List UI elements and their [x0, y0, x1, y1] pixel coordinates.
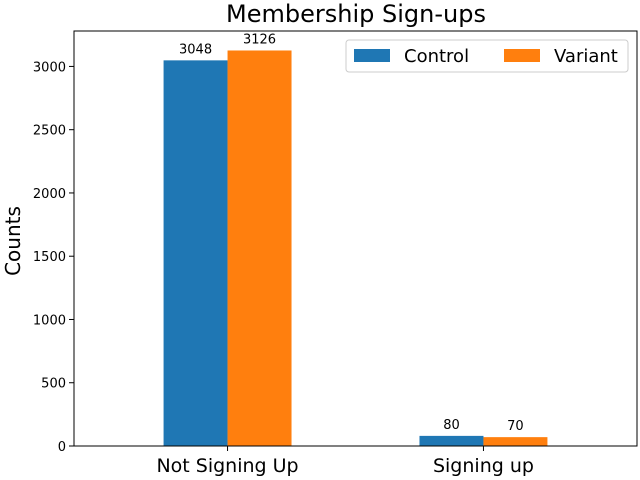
legend-label: Variant — [554, 46, 618, 67]
plot-area: 0 500 1000 1500 2000 2500 3000 Not Signing Up 30… — [33, 32, 548, 477]
chart-title: Membership Sign-ups — [226, 0, 486, 28]
y-tick-label: 1500 — [33, 250, 66, 265]
x-tick-label: Not Signing Up — [156, 455, 298, 477]
bar-control — [419, 435, 484, 446]
y-tick-label: 1000 — [33, 313, 66, 328]
legend-swatch — [504, 49, 540, 62]
bar-control — [163, 60, 228, 446]
y-tick-label: 500 — [41, 377, 66, 392]
bar-variant — [483, 437, 548, 446]
y-tick-label: 3000 — [33, 60, 66, 75]
legend-label: Control — [404, 46, 469, 67]
data-label: 3048 — [179, 42, 212, 57]
data-label: 80 — [443, 418, 460, 433]
y-tick-label: 2000 — [33, 187, 66, 202]
data-label: 3126 — [243, 32, 276, 47]
legend-swatch — [354, 49, 390, 62]
x-tick-label: Signing up — [433, 455, 534, 477]
y-tick-label: 2500 — [33, 124, 66, 139]
data-label: 70 — [507, 419, 524, 434]
y-axis-label: Counts — [1, 206, 25, 276]
legend-box — [345, 39, 629, 73]
axes-frame — [73, 30, 638, 447]
y-tick-label: 0 — [58, 440, 66, 455]
legend: Control Variant — [345, 39, 629, 73]
bar-variant — [227, 50, 292, 447]
